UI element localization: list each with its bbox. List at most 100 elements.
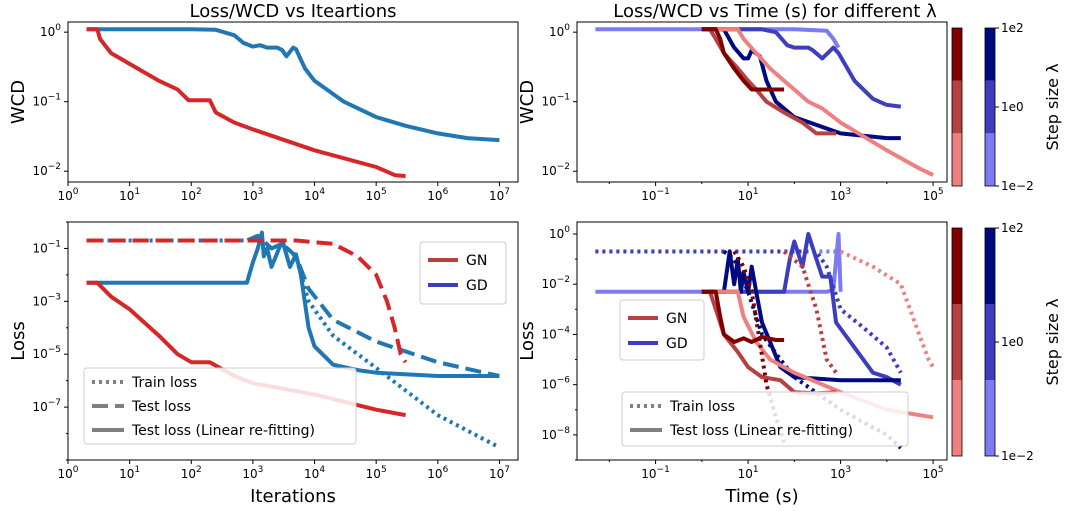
style-legend: Train loss Test loss (Linear re-fitting) — [621, 391, 909, 447]
y-tick-label: 10−1 — [32, 239, 61, 255]
x-tick-label: 101 — [738, 187, 759, 203]
series-line-gd_mid-dotted — [595, 249, 903, 374]
series-line-gn_large-solid — [701, 27, 785, 92]
color-legend: GN GD — [419, 241, 507, 305]
x-axis-label: Iterations — [250, 486, 336, 507]
colorbar-segment — [952, 28, 962, 81]
plot-frame — [576, 21, 948, 183]
colorbar-tick-label: 1e0 — [1001, 100, 1024, 114]
series-line-gn_mid-solid — [701, 27, 837, 136]
y-axis-label: WCD — [517, 80, 538, 124]
series-line-gn_small-dotted — [839, 249, 935, 369]
legend-label: GD — [666, 336, 688, 352]
x-tick-label: 100 — [57, 187, 78, 203]
x-tick-label: 105 — [366, 187, 387, 203]
series-line-gn_large-solid — [701, 289, 785, 344]
x-tick-label: 105 — [923, 187, 944, 203]
x-tick-label: 104 — [304, 465, 325, 481]
y-tick-label: 10−1 — [541, 93, 570, 109]
y-tick-label: 10−7 — [32, 398, 61, 414]
colorbar-label: Step size λ — [1043, 298, 1062, 385]
colorbar-tick-label: 1e0 — [1001, 335, 1024, 349]
colorbar-segment — [985, 80, 995, 134]
x-tick-label: 107 — [489, 465, 510, 481]
gd-colorbar: 1e−2 1e0 1e2 Step size λ — [984, 221, 1062, 463]
x-tick-label: 10−1 — [641, 465, 670, 481]
y-tick-label: 10−3 — [32, 292, 61, 308]
colorbar-segment — [952, 80, 962, 134]
legend-box — [419, 241, 507, 305]
series-line-gn_small-solid — [715, 27, 934, 177]
legend-box — [619, 299, 705, 361]
legend-label: GN — [466, 253, 487, 269]
series-line-gd-dotted — [86, 233, 501, 450]
colorbar-segment — [985, 133, 995, 186]
series-line-gn-solid — [86, 27, 406, 179]
colorbar-tick-label: 1e−2 — [1001, 449, 1034, 463]
x-tick-label: 103 — [830, 465, 851, 481]
colorbar-label: Step size λ — [1043, 63, 1062, 150]
gn-colorbar — [951, 27, 963, 187]
colorbar-frame — [951, 227, 963, 457]
x-tick-label: 107 — [489, 187, 510, 203]
legend-label: Train loss — [669, 399, 735, 415]
y-tick-label: 100 — [549, 23, 570, 39]
x-tick-label: 103 — [830, 187, 851, 203]
y-axis-label: Loss — [517, 321, 538, 360]
colorbar-segment — [985, 380, 995, 456]
legend-label: Test loss (Linear re-fitting) — [669, 423, 853, 439]
colorbar-tick-label: 1e2 — [1001, 21, 1024, 35]
colorbar-segment — [952, 228, 962, 304]
panel-bottom-right: 10−1 101 103 105 10−8 10−6 10−4 10−2 100 Loss Time… — [517, 221, 948, 507]
legend-label: Test loss (Linear re-fitting) — [131, 423, 315, 439]
x-tick-label: 105 — [366, 465, 387, 481]
y-tick-label: 10−6 — [541, 376, 570, 392]
colorbar-segment — [952, 380, 962, 456]
x-tick-label: 104 — [304, 187, 325, 203]
y-tick-label: 10−2 — [541, 162, 570, 178]
chart-title: Loss/WCD vs Iteartions — [190, 1, 397, 22]
colorbar-tick-label: 1e2 — [1001, 221, 1024, 235]
series-line-gd-solid — [86, 27, 500, 143]
series-line-gd_mid-solid — [701, 27, 902, 109]
x-tick-label: 100 — [57, 465, 78, 481]
gn-colorbar — [951, 227, 963, 457]
x-tick-label: 106 — [427, 187, 448, 203]
colorbar-frame — [951, 27, 963, 187]
x-tick-label: 102 — [181, 465, 202, 481]
y-axis-label: WCD — [8, 80, 29, 124]
legend-box — [83, 367, 357, 445]
y-tick-label: 10−1 — [32, 93, 61, 109]
colorbar-segment — [952, 133, 962, 186]
x-tick-label: 10−1 — [641, 187, 670, 203]
series-line-gd_small-solid — [595, 27, 841, 49]
style-legend: Train loss Test loss Test loss (Linear re-… — [83, 367, 357, 445]
x-axis-label: Time (s) — [724, 486, 798, 507]
plot-frame — [576, 221, 948, 461]
legend-label: Test loss — [131, 399, 191, 415]
y-tick-label: 10−8 — [541, 426, 570, 442]
series-group — [595, 27, 934, 177]
colorbar-segment — [985, 304, 995, 380]
chart-title: Loss/WCD vs Time (s) for different λ — [613, 1, 937, 22]
series-line-gn_mid-dotted — [782, 249, 838, 374]
y-tick-label: 10−5 — [32, 345, 61, 361]
y-tick-label: 100 — [40, 23, 61, 39]
colorbar-segment — [985, 28, 995, 81]
x-tick-label: 103 — [242, 187, 263, 203]
series-line-gd_large-solid — [701, 249, 901, 383]
y-tick-label: 100 — [549, 225, 570, 241]
plot-frame — [67, 221, 519, 461]
colorbar-segment — [952, 304, 962, 380]
series-line-gd_mid-solid — [701, 232, 902, 387]
x-tick-label: 102 — [181, 187, 202, 203]
series-line-gn-dashed — [86, 238, 408, 364]
x-tick-label: 101 — [738, 465, 759, 481]
x-tick-label: 105 — [923, 465, 944, 481]
legend-label: GN — [666, 311, 687, 327]
y-tick-label: 10−2 — [32, 162, 61, 178]
gd-colorbar: 1e−2 1e0 1e2 Step size λ — [984, 21, 1062, 193]
y-tick-label: 10−2 — [541, 275, 570, 291]
